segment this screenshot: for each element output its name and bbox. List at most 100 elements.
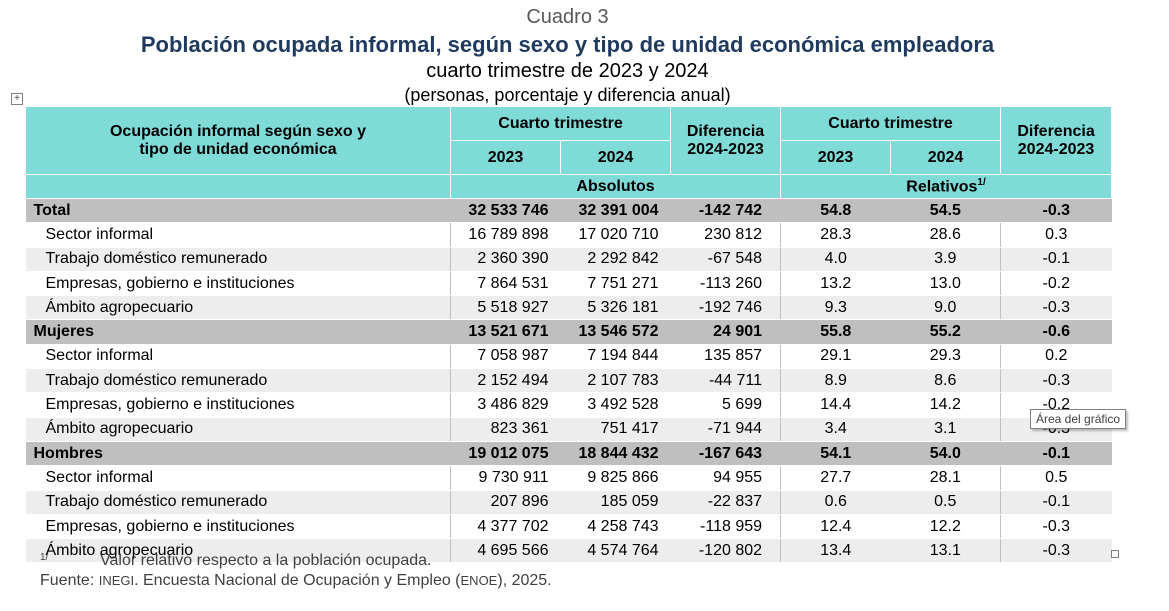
diff-rel-cell: 0.2 <box>1000 344 1112 370</box>
value-2023-abs-cell: 7 864 531 <box>450 271 561 297</box>
value-2024-rel-cell: 28.1 <box>890 465 1001 491</box>
diff-abs-cell: 5 699 <box>670 392 781 418</box>
value-2023-rel-cell: 9.3 <box>780 295 891 321</box>
value-2023-rel-cell: 0.6 <box>780 490 891 515</box>
footnote-mark: 1/ <box>40 552 49 563</box>
value-2023-rel-cell: 28.3 <box>780 222 891 248</box>
table-row: Empresas, gobierno e instituciones 4 377 … <box>25 514 1112 540</box>
value-2024-abs-cell: 3 492 528 <box>560 392 671 418</box>
table-body: Total 32 533 746 32 391 004 -142 742 54.8 54.… <box>25 198 1112 564</box>
diff-rel-cell: -0.3 <box>1000 514 1112 540</box>
value-2024-abs-cell: 2 292 842 <box>560 247 671 272</box>
value-2024-abs-cell: 32 391 004 <box>560 198 671 224</box>
stub-header-line2: tipo de unidad económica <box>139 140 337 158</box>
diff-rel-cell: -0.1 <box>1000 441 1112 467</box>
row-label: Total <box>25 198 451 224</box>
value-2023-abs-cell: 823 361 <box>450 417 561 442</box>
stub-header: Ocupación informal según sexo y tipo de … <box>25 106 451 175</box>
value-2023-rel-cell: 54.8 <box>780 198 891 224</box>
diff-abs-cell: -44 711 <box>670 368 781 394</box>
footnote-text: Valor relativo respecto a la población o… <box>100 552 432 569</box>
diferencia-abs-header: Diferencia 2024-2023 <box>670 106 782 175</box>
source-prefix: Fuente: <box>40 572 99 589</box>
value-2024-abs-cell: 2 107 783 <box>560 368 671 394</box>
diff-rel-cell: -0.1 <box>1000 490 1112 515</box>
table-move-handle-icon[interactable]: + <box>11 93 23 105</box>
row-label: Empresas, gobierno e instituciones <box>25 392 451 418</box>
value-2023-rel-cell: 3.4 <box>780 417 891 442</box>
row-label: Ámbito agropecuario <box>25 538 451 564</box>
value-2023-abs-cell: 207 896 <box>450 490 561 515</box>
value-2023-rel-cell: 8.9 <box>780 368 891 394</box>
diff-abs-cell: 94 955 <box>670 465 781 491</box>
diff-rel-cell: -0.3 <box>1000 295 1112 321</box>
value-2024-abs-cell: 17 020 710 <box>560 222 671 248</box>
row-label: Trabajo doméstico remunerado <box>25 368 451 394</box>
row-label: Empresas, gobierno e instituciones <box>25 271 451 297</box>
value-2024-rel-cell: 8.6 <box>890 368 1001 394</box>
row-label: Hombres <box>25 441 451 467</box>
row-label: Empresas, gobierno e instituciones <box>25 514 451 540</box>
table-row: Empresas, gobierno e instituciones 3 486 … <box>25 392 1112 418</box>
diff-abs-cell: 135 857 <box>670 344 781 370</box>
value-2024-abs-cell: 9 825 866 <box>560 465 671 491</box>
value-2023-rel-cell: 4.0 <box>780 247 891 272</box>
value-2024-rel-cell: 3.9 <box>890 247 1001 272</box>
value-2024-abs-cell: 185 059 <box>560 490 671 515</box>
diferencia-rel-line1: Diferencia <box>1017 122 1095 140</box>
year-2024-rel-header: 2024 <box>890 140 1002 175</box>
diff-rel-cell: -0.1 <box>1000 247 1112 272</box>
value-2023-rel-cell: 13.4 <box>780 538 891 564</box>
year-2024-abs-header: 2024 <box>559 140 672 175</box>
chart-area-tooltip: Área del gráfico <box>1030 409 1127 429</box>
diff-abs-cell: -67 548 <box>670 247 781 272</box>
diff-abs-cell: -118 959 <box>670 514 781 540</box>
group-row: Mujeres 13 521 671 13 546 572 24 901 55.8 55.… <box>25 319 1112 345</box>
row-label: Sector informal <box>25 465 451 491</box>
value-2024-abs-cell: 4 258 743 <box>560 514 671 540</box>
table-number: Cuadro 3 <box>526 6 609 28</box>
diff-rel-cell: 0.3 <box>1000 222 1112 248</box>
absolutos-header: Absolutos <box>449 174 782 199</box>
value-2024-rel-cell: 12.2 <box>890 514 1001 540</box>
diff-rel-cell: -0.3 <box>1000 538 1112 564</box>
diff-rel-cell: -0.2 <box>1000 271 1112 297</box>
value-2024-abs-cell: 7 194 844 <box>560 344 671 370</box>
diferencia-rel-header: Diferencia 2024-2023 <box>1000 106 1113 175</box>
value-2023-rel-cell: 27.7 <box>780 465 891 491</box>
value-2023-abs-cell: 2 360 390 <box>450 247 561 272</box>
value-2023-abs-cell: 4 695 566 <box>450 538 561 564</box>
diferencia-rel-line2: 2024-2023 <box>1017 140 1095 158</box>
value-2023-rel-cell: 55.8 <box>780 319 891 345</box>
value-2023-abs-cell: 16 789 898 <box>450 222 561 248</box>
value-2024-rel-cell: 54.0 <box>890 441 1001 467</box>
table-row: Trabajo doméstico remunerado 207 896 185 0… <box>25 490 1112 515</box>
diff-abs-cell: -120 802 <box>670 538 781 564</box>
source-mid: . Encuesta Nacional de Ocupación y Emple… <box>134 572 461 589</box>
row-label: Trabajo doméstico remunerado <box>25 247 451 272</box>
value-2023-abs-cell: 13 521 671 <box>450 319 561 345</box>
diff-abs-cell: 24 901 <box>670 319 781 345</box>
group-row: Total 32 533 746 32 391 004 -142 742 54.8 54.… <box>25 198 1112 224</box>
year-2023-abs-header: 2023 <box>450 140 561 175</box>
stub-header-line1: Ocupación informal según sexo y <box>109 122 367 140</box>
value-2024-rel-cell: 14.2 <box>890 392 1001 418</box>
diff-abs-cell: -71 944 <box>670 417 781 442</box>
value-2023-abs-cell: 2 152 494 <box>450 368 561 394</box>
data-table[interactable]: Ocupación informal según sexo y tipo de … <box>25 106 1113 564</box>
value-2024-abs-cell: 5 326 181 <box>560 295 671 321</box>
value-2023-abs-cell: 4 377 702 <box>450 514 561 540</box>
value-2024-abs-cell: 751 417 <box>560 417 671 442</box>
relativos-header: Relativos1/ <box>780 174 1113 199</box>
value-2024-abs-cell: 7 751 271 <box>560 271 671 297</box>
diff-abs-cell: -167 643 <box>670 441 781 467</box>
diff-rel-cell: -0.3 <box>1000 198 1112 224</box>
diff-rel-cell: -0.3 <box>1000 368 1112 394</box>
value-2023-abs-cell: 7 058 987 <box>450 344 561 370</box>
value-2024-rel-cell: 13.1 <box>890 538 1001 564</box>
value-2023-abs-cell: 5 518 927 <box>450 295 561 321</box>
resize-handle-icon[interactable] <box>1111 550 1119 558</box>
value-2023-abs-cell: 3 486 829 <box>450 392 561 418</box>
value-2023-rel-cell: 12.4 <box>780 514 891 540</box>
diferencia-abs-line2: 2024-2023 <box>687 140 764 158</box>
